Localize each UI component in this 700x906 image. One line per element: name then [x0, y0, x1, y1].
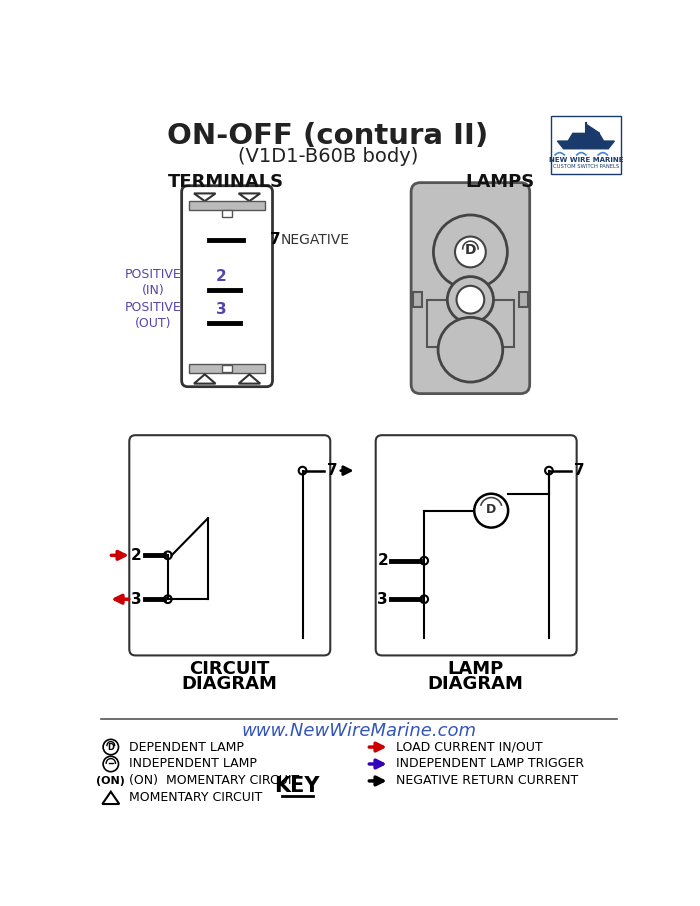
- Text: D: D: [486, 503, 496, 516]
- Circle shape: [164, 595, 172, 603]
- Polygon shape: [194, 193, 216, 201]
- Polygon shape: [568, 133, 603, 141]
- Text: www.NewWireMarine.com: www.NewWireMarine.com: [241, 722, 476, 740]
- Circle shape: [420, 557, 428, 564]
- FancyBboxPatch shape: [411, 183, 530, 393]
- Polygon shape: [239, 193, 260, 201]
- Circle shape: [438, 317, 503, 382]
- Text: 3: 3: [131, 592, 141, 607]
- FancyBboxPatch shape: [376, 435, 577, 655]
- FancyBboxPatch shape: [552, 116, 621, 174]
- Text: LAMP: LAMP: [448, 660, 504, 678]
- Circle shape: [475, 494, 508, 527]
- Circle shape: [103, 757, 118, 772]
- Text: LAMPS: LAMPS: [465, 173, 534, 191]
- Circle shape: [545, 467, 553, 475]
- Text: 7: 7: [327, 463, 338, 478]
- Circle shape: [420, 595, 428, 603]
- Text: NEGATIVE RETURN CURRENT: NEGATIVE RETURN CURRENT: [395, 775, 578, 787]
- Circle shape: [433, 215, 508, 289]
- Text: KEY: KEY: [274, 776, 320, 796]
- Circle shape: [455, 236, 486, 267]
- Polygon shape: [194, 374, 216, 383]
- Text: MOMENTARY CIRCUIT: MOMENTARY CIRCUIT: [130, 791, 262, 805]
- Bar: [189, 363, 265, 373]
- Text: LOAD CURRENT IN/OUT: LOAD CURRENT IN/OUT: [395, 740, 542, 754]
- Polygon shape: [586, 124, 600, 133]
- Text: NEW WIRE MARINE: NEW WIRE MARINE: [549, 158, 623, 163]
- Polygon shape: [239, 374, 260, 383]
- Circle shape: [447, 276, 494, 323]
- Circle shape: [103, 739, 118, 755]
- Text: INDEPENDENT LAMP TRIGGER: INDEPENDENT LAMP TRIGGER: [395, 757, 584, 770]
- Polygon shape: [557, 141, 615, 149]
- Text: NEGATIVE: NEGATIVE: [280, 233, 349, 246]
- Text: D: D: [107, 743, 114, 752]
- Text: POSITIVE
(OUT): POSITIVE (OUT): [125, 301, 182, 330]
- Text: CUSTOM SWITCH PANELS: CUSTOM SWITCH PANELS: [553, 164, 619, 169]
- Text: POSITIVE
(IN): POSITIVE (IN): [125, 268, 182, 297]
- Text: INDEPENDENT LAMP: INDEPENDENT LAMP: [130, 757, 257, 770]
- Circle shape: [456, 285, 484, 313]
- Circle shape: [299, 467, 307, 475]
- FancyBboxPatch shape: [130, 435, 330, 655]
- FancyBboxPatch shape: [182, 186, 272, 387]
- Bar: [426, 300, 514, 347]
- Text: DEPENDENT LAMP: DEPENDENT LAMP: [130, 740, 244, 754]
- Text: (ON)  MOMENTARY CIRCUIT: (ON) MOMENTARY CIRCUIT: [130, 775, 300, 787]
- Text: (ON): (ON): [97, 776, 125, 786]
- Circle shape: [164, 552, 172, 559]
- Bar: [519, 292, 528, 307]
- Text: TERMINALS: TERMINALS: [168, 173, 284, 191]
- Text: 7: 7: [573, 463, 584, 478]
- Bar: [222, 210, 232, 217]
- Text: 3: 3: [377, 592, 388, 607]
- Text: 2: 2: [377, 554, 388, 568]
- Bar: [189, 201, 265, 210]
- Polygon shape: [102, 792, 119, 804]
- Text: CIRCUIT: CIRCUIT: [189, 660, 270, 678]
- Text: 7: 7: [270, 232, 281, 247]
- Text: 3: 3: [216, 302, 226, 316]
- Text: ON-OFF (contura II): ON-OFF (contura II): [167, 121, 489, 149]
- Bar: [222, 365, 232, 372]
- Text: DIAGRAM: DIAGRAM: [428, 675, 524, 693]
- Text: (V1D1-B60B body): (V1D1-B60B body): [238, 147, 418, 166]
- Text: DIAGRAM: DIAGRAM: [181, 675, 277, 693]
- Text: 2: 2: [131, 548, 141, 563]
- Bar: [413, 292, 422, 307]
- Text: 2: 2: [216, 269, 226, 284]
- Text: D: D: [465, 244, 476, 257]
